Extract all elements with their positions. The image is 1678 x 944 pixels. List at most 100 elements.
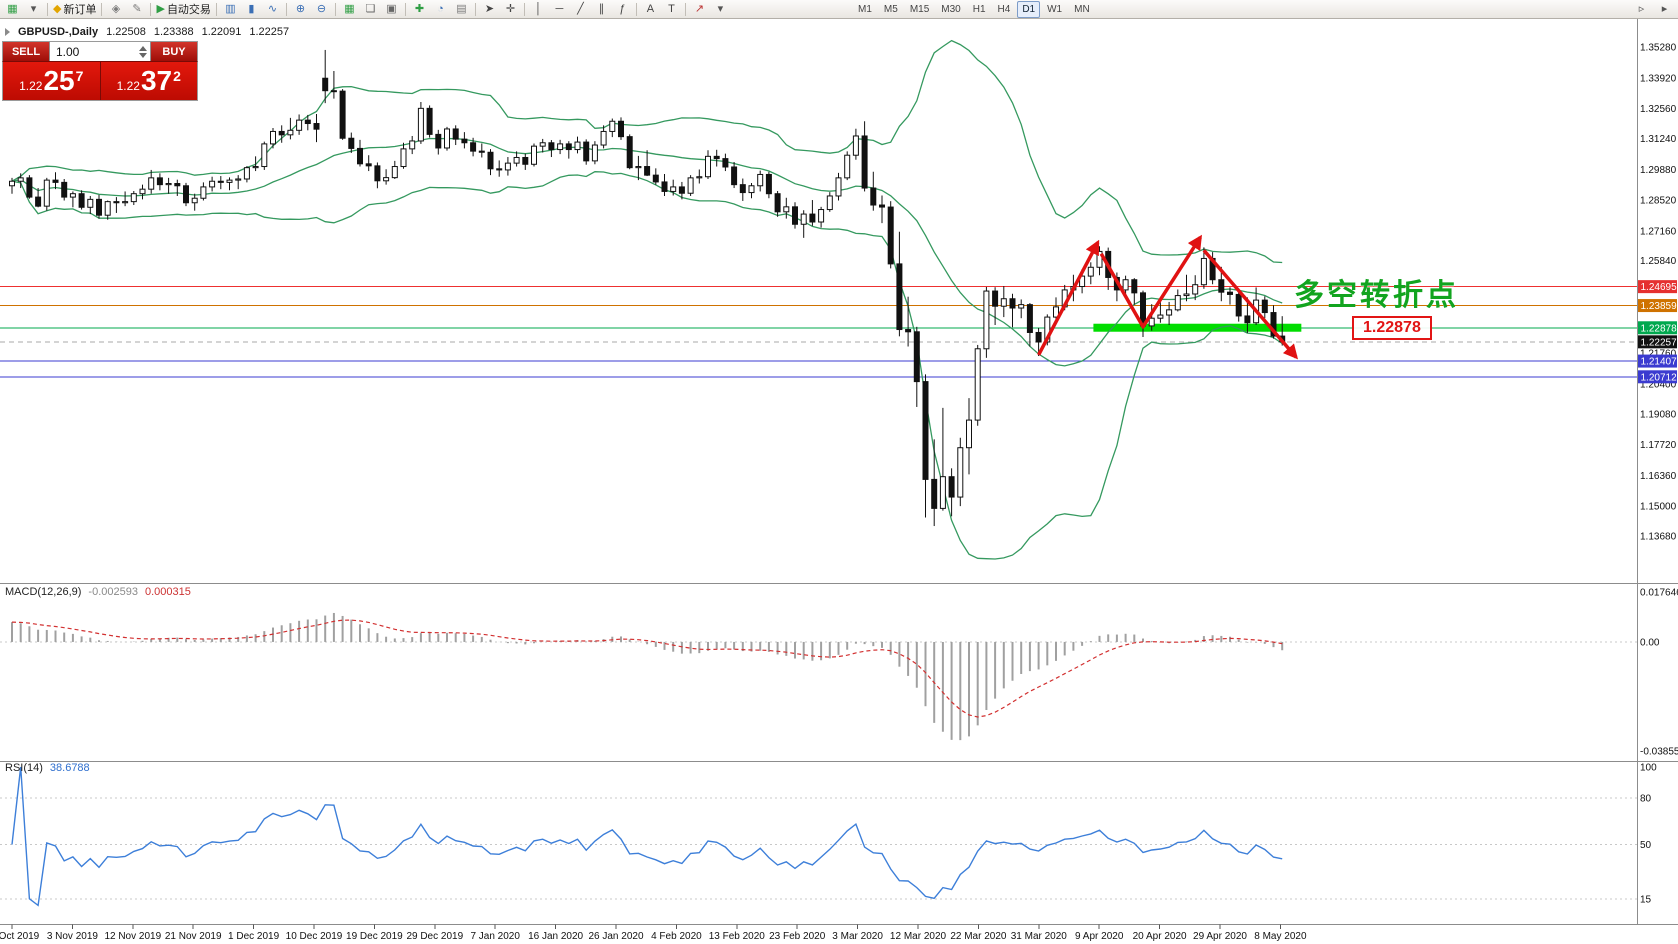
zoom-in-icon[interactable]: ⊕: [290, 1, 311, 17]
toolbar-buttons: ▦ ▾ ◆ 新订单 ◈ ✎ ▶ 自动交易 ▥ ▮ ∿ ⊕ ⊖ ▦ ❏ ▣ ✚ ◔ ▤ ➤ ✛ │ ─ ╱ ∥ ƒ A T ↗ ▾: [0, 0, 731, 18]
vertical-line-icon[interactable]: │: [528, 1, 549, 17]
time-axis-label[interactable]: 16 Jan 2020: [528, 931, 583, 942]
new-chart-icon[interactable]: ▦: [2, 1, 23, 17]
time-axis-label[interactable]: 21 Nov 2019: [165, 931, 222, 942]
toolbar-separator: [474, 2, 476, 16]
arrows-tool-icon[interactable]: ↗: [689, 1, 710, 17]
time-axis-label[interactable]: 22 Mar 2020: [950, 931, 1007, 942]
zoom-out-icon[interactable]: ⊖: [311, 1, 332, 17]
time-axis-label[interactable]: 13 Feb 2020: [709, 931, 766, 942]
rsi-axis-label: 15: [1640, 894, 1652, 905]
time-axis-label[interactable]: 29 Dec 2019: [406, 931, 463, 942]
time-axis-label[interactable]: 29 Apr 2020: [1193, 931, 1247, 942]
chart-list-dropdown-icon: ▾: [30, 3, 37, 15]
support-zone-bar: [1093, 323, 1302, 332]
macd-histogram: [11, 612, 1284, 741]
sell-price[interactable]: 1.22 25 7: [3, 62, 100, 100]
crosshair-icon[interactable]: ✛: [500, 1, 521, 17]
timeframe-H1[interactable]: H1: [972, 3, 986, 15]
periods-icon[interactable]: ◔: [430, 1, 451, 17]
templates-icon[interactable]: ▤: [451, 1, 472, 17]
timeframe-M1[interactable]: M1: [858, 3, 872, 15]
chart-list-dropdown-icon[interactable]: ▾: [23, 1, 44, 17]
sell-button[interactable]: SELL: [3, 42, 49, 61]
buy-price[interactable]: 1.22 37 2: [100, 62, 197, 100]
rsi-axis-label: 100: [1640, 763, 1657, 774]
price-tag-1.22257: [1638, 335, 1677, 349]
time-axis-label[interactable]: 3 Mar 2020: [832, 931, 883, 942]
price-axis-label: 1.31240: [1640, 134, 1677, 145]
tile-windows-icon[interactable]: ▦: [339, 1, 360, 17]
time-axis-label[interactable]: 4 Feb 2020: [651, 931, 702, 942]
timeframe-M15[interactable]: M15: [909, 3, 930, 15]
time-axis-label[interactable]: 10 Dec 2019: [286, 931, 343, 942]
candlestick-chart-icon[interactable]: ▮: [241, 1, 262, 17]
line-chart-icon[interactable]: ∿: [262, 1, 283, 17]
cursor-icon[interactable]: ➤: [479, 1, 500, 17]
horizontal-line-icon[interactable]: ─: [549, 1, 570, 17]
macd-main-value: -0.002593: [88, 586, 138, 598]
timeframe-H4[interactable]: H4: [997, 3, 1011, 15]
time-axis-label[interactable]: 23 Feb 2020: [769, 931, 826, 942]
fibonacci-icon[interactable]: ƒ: [612, 1, 633, 17]
time-axis-label[interactable]: 8 May 2020: [1254, 931, 1307, 942]
toolbar-separator: [285, 2, 287, 16]
time-axis-label[interactable]: 20 Apr 2020: [1133, 931, 1187, 942]
add-indicator-icon[interactable]: ✚: [409, 1, 430, 17]
timeframe-MN[interactable]: MN: [1074, 3, 1090, 15]
rsi-panel: [0, 766, 1637, 907]
toolbar-separator: [150, 2, 152, 16]
text-label-icon[interactable]: T: [661, 1, 682, 17]
rsi-line: [11, 766, 1283, 907]
time-axis-label[interactable]: 26 Jan 2020: [588, 931, 643, 942]
rsi-axis-label: 80: [1640, 794, 1652, 805]
chart-canvas[interactable]: 1.35280 1.33920 1.32560 1.31240 1.29880 1.285…: [0, 18, 1678, 944]
autotrading-button[interactable]: ▶ 自动交易: [156, 3, 211, 16]
bar-chart-icon[interactable]: ▥: [220, 1, 241, 17]
channel-icon[interactable]: ∥: [591, 1, 612, 17]
toolbar-separator: [523, 2, 525, 16]
buy-button[interactable]: BUY: [151, 42, 197, 61]
price-axis-label: 1.27160: [1640, 226, 1677, 237]
timeframe-M5[interactable]: M5: [883, 3, 898, 15]
price-axis-label: 1.13680: [1640, 532, 1677, 543]
lot-spinner[interactable]: [139, 45, 148, 58]
trendline-icon[interactable]: ╱: [570, 1, 591, 17]
svg-text:1.21407: 1.21407: [1641, 357, 1678, 368]
lot-size-input[interactable]: 1.00: [50, 42, 150, 61]
templates-icon: ▤: [456, 3, 467, 15]
macd-name: MACD(12,26,9): [5, 586, 82, 598]
time-axis-label[interactable]: 24 Oct 2019: [0, 931, 40, 942]
cascade-windows-icon[interactable]: ❏: [360, 1, 381, 17]
expand-icon[interactable]: [5, 28, 10, 36]
time-axis-label[interactable]: 1 Dec 2019: [228, 931, 280, 942]
text-icon[interactable]: A: [640, 1, 661, 17]
tile-windows-icon: ▦: [344, 3, 355, 15]
time-axis-label[interactable]: 31 Mar 2020: [1011, 931, 1068, 942]
svg-text:1.22878: 1.22878: [1641, 323, 1678, 334]
zoom-out-icon: ⊖: [316, 3, 327, 15]
timeframe-W1[interactable]: W1: [1047, 3, 1063, 15]
rsi-value: 38.6788: [49, 762, 90, 774]
expert-advisors-icon[interactable]: ◈: [105, 1, 126, 17]
time-axis-label[interactable]: 12 Mar 2020: [890, 931, 947, 942]
new-order-button[interactable]: ◆ 新订单: [53, 3, 97, 16]
time-axis-label[interactable]: 7 Jan 2020: [470, 931, 520, 942]
lot-down-icon[interactable]: [139, 52, 147, 58]
time-axis-label[interactable]: 9 Apr 2020: [1075, 931, 1124, 942]
arrows-dropdown-icon[interactable]: ▾: [710, 1, 731, 17]
lot-up-icon[interactable]: [139, 45, 147, 51]
time-axis-label[interactable]: 19 Dec 2019: [346, 931, 403, 942]
autotrading-button: ▶: [156, 3, 165, 15]
time-axis-label[interactable]: 3 Nov 2019: [47, 931, 99, 942]
price-tag-1.22878: [1638, 321, 1677, 335]
chart-shift-icon[interactable]: ▹: [1638, 3, 1645, 15]
price-tag-1.23859: [1638, 299, 1677, 313]
timeframe-M30[interactable]: M30: [941, 3, 961, 15]
arrange-windows-icon[interactable]: ▣: [381, 1, 402, 17]
time-axis-label[interactable]: 12 Nov 2019: [104, 931, 161, 942]
text-icon: A: [646, 3, 655, 15]
auto-scroll-icon[interactable]: ▸: [1661, 3, 1668, 15]
metaeditor-icon[interactable]: ✎: [126, 1, 147, 17]
timeframe-D1[interactable]: D1: [1017, 0, 1041, 18]
